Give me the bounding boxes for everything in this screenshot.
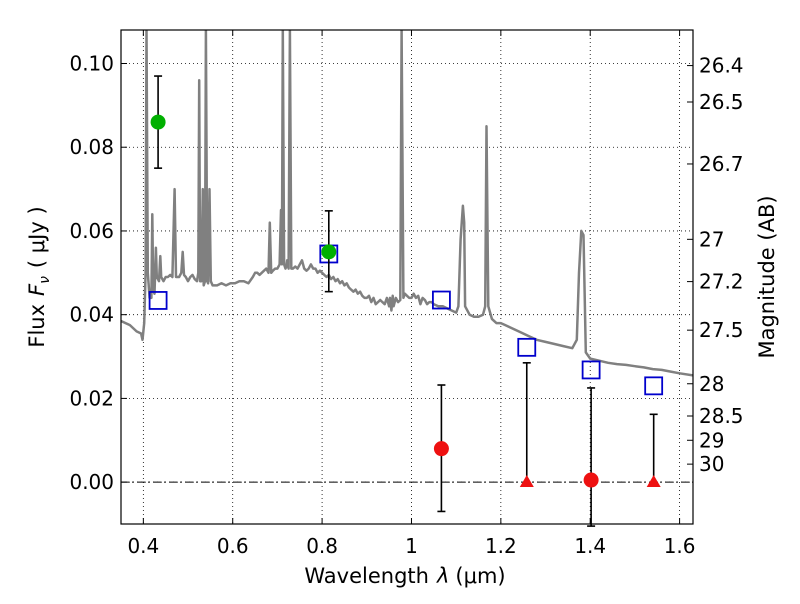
magnitude-tick-label: 27 bbox=[699, 227, 724, 251]
x-tick-label: 1 bbox=[405, 534, 418, 558]
magnitude-tick-label: 26.5 bbox=[699, 90, 744, 114]
y-axis-title-nu: ν bbox=[37, 276, 53, 284]
x-tick-label: 0.6 bbox=[217, 534, 249, 558]
model-photometry-square bbox=[432, 290, 451, 310]
y-tick-label: 0.06 bbox=[69, 219, 114, 243]
markers bbox=[148, 75, 664, 527]
model-photometry-square bbox=[517, 337, 537, 357]
magnitude-tick-label: 26.7 bbox=[699, 152, 744, 176]
non-detection-point bbox=[433, 441, 449, 457]
y-tick-label: 0.04 bbox=[69, 303, 114, 327]
magnitude-tick-label: 27.5 bbox=[699, 318, 744, 342]
plot-frame bbox=[120, 29, 694, 525]
magnitude-tick-label: 28.5 bbox=[699, 404, 744, 428]
magnitude-tick-label: 26.4 bbox=[699, 54, 744, 78]
x-tick-label: 1.6 bbox=[664, 534, 696, 558]
y-tick-label: 0.02 bbox=[69, 386, 114, 410]
upper-limit-triangle bbox=[519, 475, 534, 487]
x-tick-label: 0.8 bbox=[306, 534, 338, 558]
x-axis-title-text: Wavelength bbox=[304, 564, 429, 588]
x-axis-title: Wavelength λ (μm) bbox=[304, 564, 505, 588]
magnitude-tick-label: 30 bbox=[699, 452, 724, 476]
magnitude-tick-label: 28 bbox=[699, 372, 724, 396]
detection-point bbox=[150, 114, 166, 130]
magnitude-tick-label: 29 bbox=[699, 428, 724, 452]
detection-point bbox=[321, 244, 337, 260]
plot-background bbox=[121, 30, 693, 524]
x-tick-label: 1.4 bbox=[574, 534, 606, 558]
non-detection-point bbox=[583, 472, 599, 488]
upper-limit-triangle bbox=[646, 475, 661, 487]
y-axis-title-flux: Flux bbox=[25, 304, 49, 348]
model-photometry-square bbox=[644, 376, 664, 396]
y-tick-label: 0.10 bbox=[69, 51, 114, 75]
x-axis-title-lambda: λ bbox=[436, 564, 449, 588]
right-axis-title: Magnitude (AB) bbox=[755, 195, 779, 358]
model-photometry-square bbox=[148, 291, 168, 310]
x-axis-title-unit: (μm) bbox=[455, 564, 505, 588]
model-photometry-square bbox=[581, 360, 601, 380]
y-axis-title: Flux Fν ( μJy ) bbox=[25, 206, 53, 347]
x-tick-label: 1.2 bbox=[485, 534, 517, 558]
y-tick-label: 0.00 bbox=[69, 470, 114, 494]
y-tick-label: 0.08 bbox=[69, 135, 114, 159]
y-axis-title-fnu: F bbox=[25, 283, 49, 296]
axis-ticks: 0.4 0.6 0.8 1 1.2 1.4 1.6 0.00 0.02 0.04 0.06 0.08 0… bbox=[69, 30, 744, 558]
y-axis-title-unit: ( μJy ) bbox=[25, 206, 49, 268]
magnitude-tick-label: 27.2 bbox=[699, 270, 744, 294]
x-tick-label: 0.4 bbox=[127, 534, 159, 558]
